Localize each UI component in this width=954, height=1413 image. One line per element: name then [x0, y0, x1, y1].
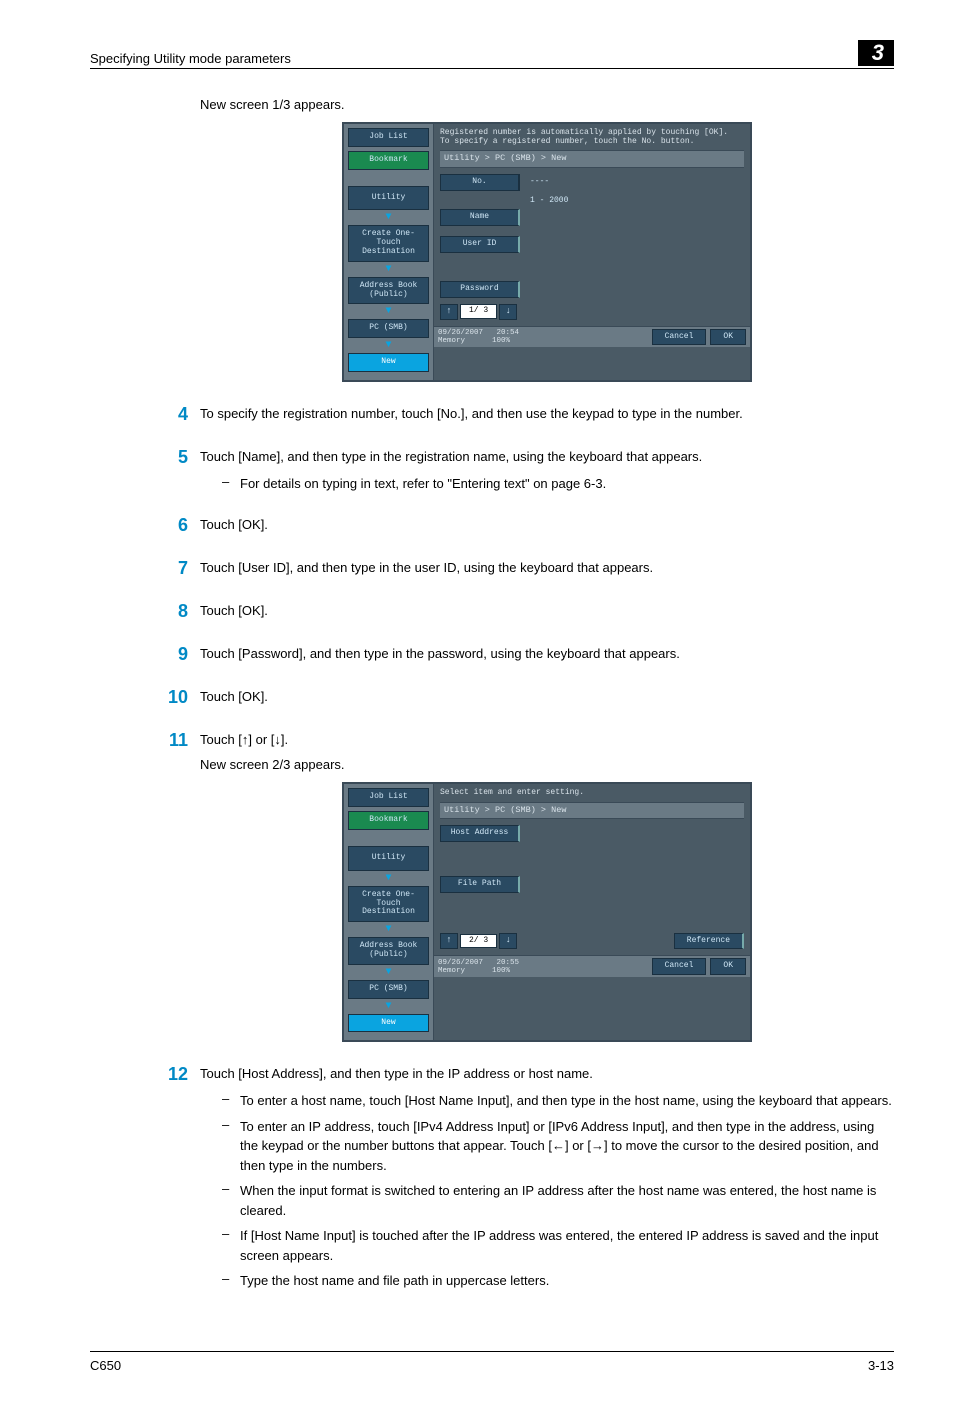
cancel-button[interactable]: Cancel: [652, 329, 707, 346]
bookmark-tab[interactable]: Bookmark: [348, 151, 429, 170]
bullet-text: If [Host Name Input] is touched after th…: [240, 1226, 894, 1265]
nav-arrow-icon: ▼: [348, 1001, 429, 1012]
device-screenshot-2: Job List Bookmark Utility ▼ Create One-T…: [342, 782, 752, 1042]
step-text: Touch [User ID], and then type in the us…: [200, 558, 894, 579]
foot-mem-label: Memory: [438, 967, 465, 975]
job-list-button[interactable]: Job List: [348, 788, 429, 807]
password-button[interactable]: Password: [440, 281, 520, 298]
step-number: 10: [164, 687, 200, 708]
no-range: 1 - 2000: [520, 197, 744, 206]
page-indicator: 2/ 3: [460, 934, 497, 949]
foot-date: 09/26/2007: [438, 329, 483, 337]
step-number: 6: [164, 515, 200, 536]
page-up-button[interactable]: ↑: [440, 304, 458, 320]
utility-nav[interactable]: Utility: [348, 186, 429, 211]
step-number: 4: [164, 404, 200, 425]
new-nav[interactable]: New: [348, 353, 429, 372]
address-book-nav[interactable]: Address Book (Public): [348, 937, 429, 965]
userid-button[interactable]: User ID: [440, 236, 520, 253]
host-address-button[interactable]: Host Address: [440, 825, 520, 842]
no-value: ----: [520, 178, 744, 187]
job-list-button[interactable]: Job List: [348, 128, 429, 147]
bullet-dash: –: [222, 474, 240, 494]
step-number: 8: [164, 601, 200, 622]
foot-mem: 100%: [492, 967, 510, 975]
new-nav[interactable]: New: [348, 1014, 429, 1033]
step-text: Touch [Password], and then type in the p…: [200, 644, 894, 665]
breadcrumb: Utility > PC (SMB) > New: [440, 150, 744, 167]
pc-smb-nav[interactable]: PC (SMB): [348, 319, 429, 338]
ok-button[interactable]: OK: [710, 329, 746, 346]
nav-arrow-icon: ▼: [348, 306, 429, 317]
step-text: Touch [Host Address], and then type in t…: [200, 1064, 894, 1085]
step-number: 11: [164, 730, 200, 751]
page-indicator: 1/ 3: [460, 304, 497, 319]
reference-button[interactable]: Reference: [674, 933, 744, 950]
page-down-button[interactable]: ↓: [499, 304, 517, 320]
page-down-button[interactable]: ↓: [499, 933, 517, 949]
step-number: 9: [164, 644, 200, 665]
pc-smb-nav[interactable]: PC (SMB): [348, 980, 429, 999]
bullet-text: For details on typing in text, refer to …: [240, 474, 894, 494]
bullet-text: Type the host name and file path in uppe…: [240, 1271, 894, 1291]
step-text: Touch [OK].: [200, 687, 894, 708]
step-text: To specify the registration number, touc…: [200, 404, 894, 425]
instruction-text: Registered number is automatically appli…: [440, 128, 744, 146]
ok-button[interactable]: OK: [710, 958, 746, 975]
bookmark-tab[interactable]: Bookmark: [348, 811, 429, 830]
nav-arrow-icon: ▼: [348, 967, 429, 978]
create-onetouch-nav[interactable]: Create One-Touch Destination: [348, 225, 429, 261]
foot-mem-label: Memory: [438, 337, 465, 345]
footer-page: 3-13: [868, 1358, 894, 1373]
bullet-dash: –: [222, 1226, 240, 1265]
nav-arrow-icon: ▼: [348, 264, 429, 275]
bullet-text: To enter a host name, touch [Host Name I…: [240, 1091, 894, 1111]
caption-1: New screen 1/3 appears.: [200, 97, 894, 112]
chapter-number: 3: [858, 40, 894, 66]
instruction-text: Select item and enter setting.: [440, 788, 744, 797]
breadcrumb: Utility > PC (SMB) > New: [440, 802, 744, 819]
foot-date: 09/26/2007: [438, 959, 483, 967]
nav-arrow-icon: ▼: [348, 212, 429, 223]
address-book-nav[interactable]: Address Book (Public): [348, 277, 429, 305]
create-onetouch-nav[interactable]: Create One-Touch Destination: [348, 886, 429, 922]
nav-arrow-icon: ▼: [348, 340, 429, 351]
utility-nav[interactable]: Utility: [348, 846, 429, 871]
foot-time: 20:54: [497, 329, 520, 337]
step-text: Touch [↑] or [↓].: [200, 730, 894, 751]
step-text: Touch [OK].: [200, 601, 894, 622]
nav-arrow-icon: ▼: [348, 873, 429, 884]
step-number: 5: [164, 447, 200, 468]
foot-mem: 100%: [492, 337, 510, 345]
step-number: 12: [164, 1064, 200, 1085]
step-text: Touch [OK].: [200, 515, 894, 536]
page-up-button[interactable]: ↑: [440, 933, 458, 949]
step-number: 7: [164, 558, 200, 579]
bullet-dash: –: [222, 1091, 240, 1111]
bullet-dash: –: [222, 1117, 240, 1176]
caption-2: New screen 2/3 appears.: [200, 757, 894, 772]
footer-model: C650: [90, 1358, 121, 1373]
cancel-button[interactable]: Cancel: [652, 958, 707, 975]
step-text: Touch [Name], and then type in the regis…: [200, 447, 894, 468]
bullet-dash: –: [222, 1271, 240, 1291]
nav-arrow-icon: ▼: [348, 924, 429, 935]
bullet-text: When the input format is switched to ent…: [240, 1181, 894, 1220]
file-path-button[interactable]: File Path: [440, 876, 520, 893]
name-button[interactable]: Name: [440, 209, 520, 226]
header-section: Specifying Utility mode parameters: [90, 51, 291, 66]
no-button[interactable]: No.: [440, 174, 520, 191]
foot-time: 20:55: [497, 959, 520, 967]
bullet-text: To enter an IP address, touch [IPv4 Addr…: [240, 1117, 894, 1176]
bullet-dash: –: [222, 1181, 240, 1220]
device-screenshot-1: Job List Bookmark Utility ▼ Create One-T…: [342, 122, 752, 382]
